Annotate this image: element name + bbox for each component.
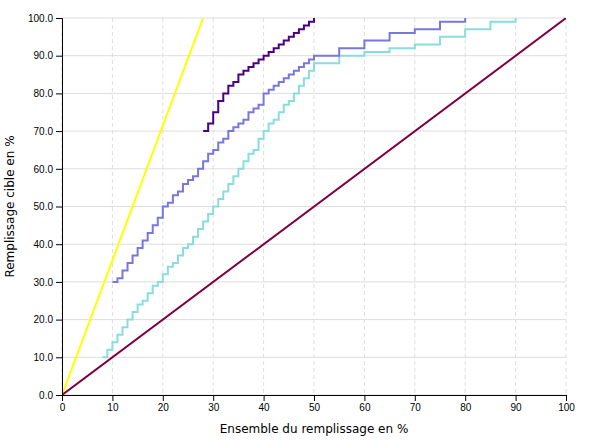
tick-label: 10.0 bbox=[34, 352, 54, 363]
tick-mark bbox=[56, 395, 62, 396]
tick: 70 bbox=[410, 395, 422, 413]
tick-mark bbox=[56, 169, 62, 170]
grid bbox=[62, 18, 566, 395]
tick: 90 bbox=[511, 395, 523, 413]
step-line bbox=[203, 18, 314, 131]
line bbox=[62, 18, 203, 395]
tick-mark bbox=[415, 395, 416, 401]
y-axis: 0.0 10.0 20.0 30.0 40.0 50.0 60.0 70.0 80.0 90.0 1… bbox=[28, 13, 63, 401]
tick: 60.0 bbox=[34, 164, 62, 175]
step-line bbox=[102, 18, 515, 357]
tick-label: 90 bbox=[511, 402, 523, 413]
tick-mark bbox=[56, 56, 62, 57]
tick-mark bbox=[516, 395, 517, 401]
tick: 60 bbox=[359, 395, 371, 413]
tick-mark bbox=[163, 395, 164, 401]
tick-mark bbox=[56, 282, 62, 283]
tick-mark bbox=[56, 244, 62, 245]
tick-mark bbox=[314, 395, 315, 401]
tick: 80 bbox=[460, 395, 472, 413]
tick: 40.0 bbox=[34, 239, 62, 250]
series-group bbox=[62, 18, 566, 395]
tick-label: 20 bbox=[158, 402, 170, 413]
x-axis: 0 10 20 30 40 50 60 70 80 90 100 bbox=[60, 395, 576, 413]
axis-line bbox=[63, 396, 567, 402]
tick: 0 bbox=[60, 395, 66, 413]
tick-mark bbox=[56, 18, 62, 19]
tick-label: 50 bbox=[309, 402, 321, 413]
tick-mark bbox=[112, 395, 113, 401]
line bbox=[62, 18, 566, 395]
y-axis-title: Remplissage cible en % bbox=[3, 135, 17, 277]
tick-mark bbox=[264, 395, 265, 401]
tick-mark bbox=[465, 395, 466, 401]
tick-mark bbox=[56, 131, 62, 132]
tick: 100.0 bbox=[28, 13, 62, 24]
tick: 20.0 bbox=[34, 314, 62, 325]
tick: 50.0 bbox=[34, 201, 62, 212]
grid-line-x bbox=[263, 18, 264, 395]
grid-line-x bbox=[566, 18, 567, 395]
tick-mark bbox=[56, 357, 62, 358]
tick-label: 80 bbox=[460, 402, 472, 413]
tick-label: 50.0 bbox=[34, 201, 54, 212]
tick-label: 30.0 bbox=[34, 277, 54, 288]
tick: 30 bbox=[208, 395, 220, 413]
tick-label: 70.0 bbox=[34, 126, 54, 137]
tick-label: 40 bbox=[259, 402, 271, 413]
tick-label: 100 bbox=[558, 402, 575, 413]
grid-line-x bbox=[364, 18, 365, 395]
tick: 30.0 bbox=[34, 277, 62, 288]
tick: 90.0 bbox=[34, 50, 62, 61]
grid-line-x bbox=[112, 18, 113, 395]
grid-line-y bbox=[62, 93, 566, 94]
grid-line-x bbox=[515, 18, 516, 395]
tick: 20 bbox=[158, 395, 170, 413]
tick: 80.0 bbox=[34, 88, 62, 99]
tick-label: 0 bbox=[60, 402, 66, 413]
plot: 0 10 20 30 40 50 60 70 80 90 100 0.0 10.0 20.0 30.0 40.… bbox=[28, 13, 575, 413]
grid-line-x bbox=[414, 18, 415, 395]
tick-label: 20.0 bbox=[34, 314, 54, 325]
tick: 50 bbox=[309, 395, 321, 413]
tick-mark bbox=[56, 320, 62, 321]
tick-label: 90.0 bbox=[34, 50, 54, 61]
tick-label: 30 bbox=[208, 402, 220, 413]
grid-line-x bbox=[465, 18, 466, 395]
tick-label: 40.0 bbox=[34, 239, 54, 250]
tick-label: 10 bbox=[107, 402, 119, 413]
tick-label: 60.0 bbox=[34, 164, 54, 175]
chart: 0 10 20 30 40 50 60 70 80 90 100 0.0 10.0 20.0 30.0 40.… bbox=[0, 0, 590, 443]
tick: 70.0 bbox=[34, 126, 62, 137]
axis-line bbox=[56, 19, 63, 396]
x-axis-title: Ensemble du remplissage en % bbox=[220, 422, 409, 436]
tick: 100 bbox=[558, 395, 575, 413]
tick-label: 0.0 bbox=[39, 390, 53, 401]
step-line bbox=[112, 18, 465, 282]
tick-label: 70 bbox=[410, 402, 422, 413]
grid-line-y bbox=[62, 281, 566, 282]
tick-mark bbox=[56, 93, 62, 94]
tick-label: 80.0 bbox=[34, 88, 54, 99]
tick: 10.0 bbox=[34, 352, 62, 363]
tick: 40 bbox=[259, 395, 271, 413]
tick-mark bbox=[364, 395, 365, 401]
tick: 0.0 bbox=[39, 390, 62, 401]
tick-mark bbox=[566, 395, 567, 401]
tick: 10 bbox=[107, 395, 119, 413]
tick-mark bbox=[213, 395, 214, 401]
tick-label: 60 bbox=[359, 402, 371, 413]
tick-label: 100.0 bbox=[28, 13, 53, 24]
tick-mark bbox=[56, 207, 62, 208]
